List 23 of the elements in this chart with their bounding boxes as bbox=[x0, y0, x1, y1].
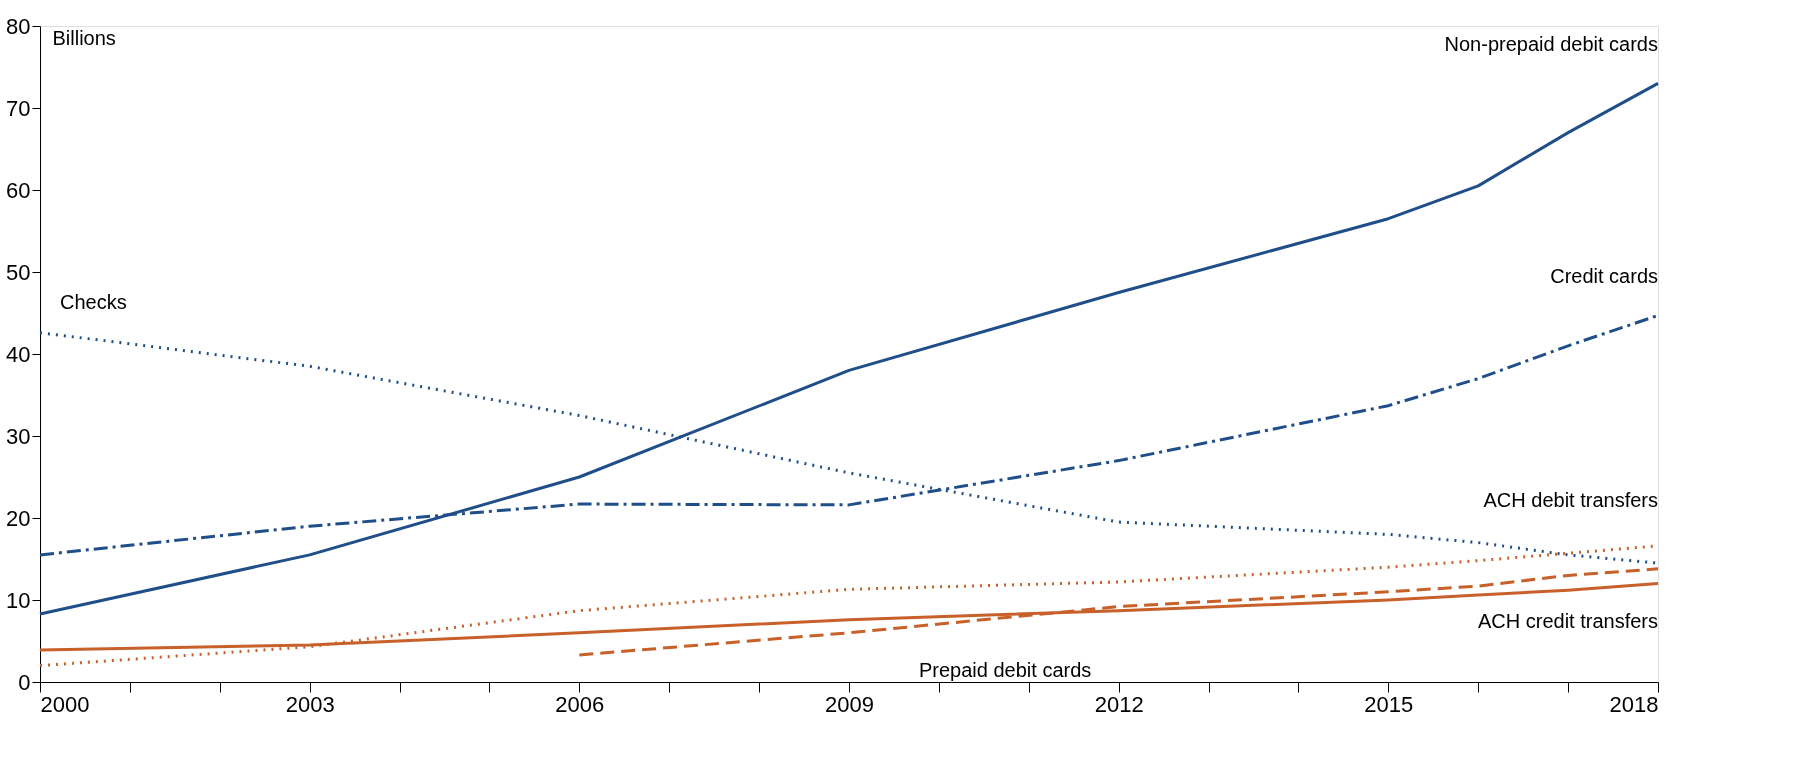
x-tick-label: 2003 bbox=[285, 691, 335, 717]
x-tick-label: 2012 bbox=[1094, 691, 1144, 717]
y-tick-label: 0 bbox=[18, 669, 31, 695]
y-tick-label: 60 bbox=[6, 177, 31, 203]
y-axis-title: Billions bbox=[52, 26, 116, 49]
y-tick-label: 40 bbox=[6, 341, 31, 367]
y-tick-label: 30 bbox=[6, 423, 31, 449]
y-tick-label: 80 bbox=[6, 13, 31, 39]
series-label: Prepaid debit cards bbox=[919, 658, 1092, 681]
series-label: ACH credit transfers bbox=[1477, 609, 1658, 632]
x-tick-label: 2015 bbox=[1364, 691, 1414, 717]
x-tick-label: 2009 bbox=[825, 691, 874, 717]
y-tick-label: 20 bbox=[6, 505, 31, 531]
series-label: Checks bbox=[60, 290, 127, 313]
x-tick-label: 2018 bbox=[1609, 691, 1659, 717]
x-tick-label: 2000 bbox=[40, 691, 90, 717]
y-tick-label: 70 bbox=[6, 95, 31, 121]
y-tick-label: 10 bbox=[6, 587, 31, 613]
x-tick-label: 2006 bbox=[555, 691, 605, 717]
series-label: Credit cards bbox=[1550, 265, 1658, 288]
series-label: ACH debit transfers bbox=[1483, 488, 1658, 511]
series-label: Non-prepaid debit cards bbox=[1444, 33, 1658, 56]
y-tick-label: 50 bbox=[6, 259, 31, 285]
